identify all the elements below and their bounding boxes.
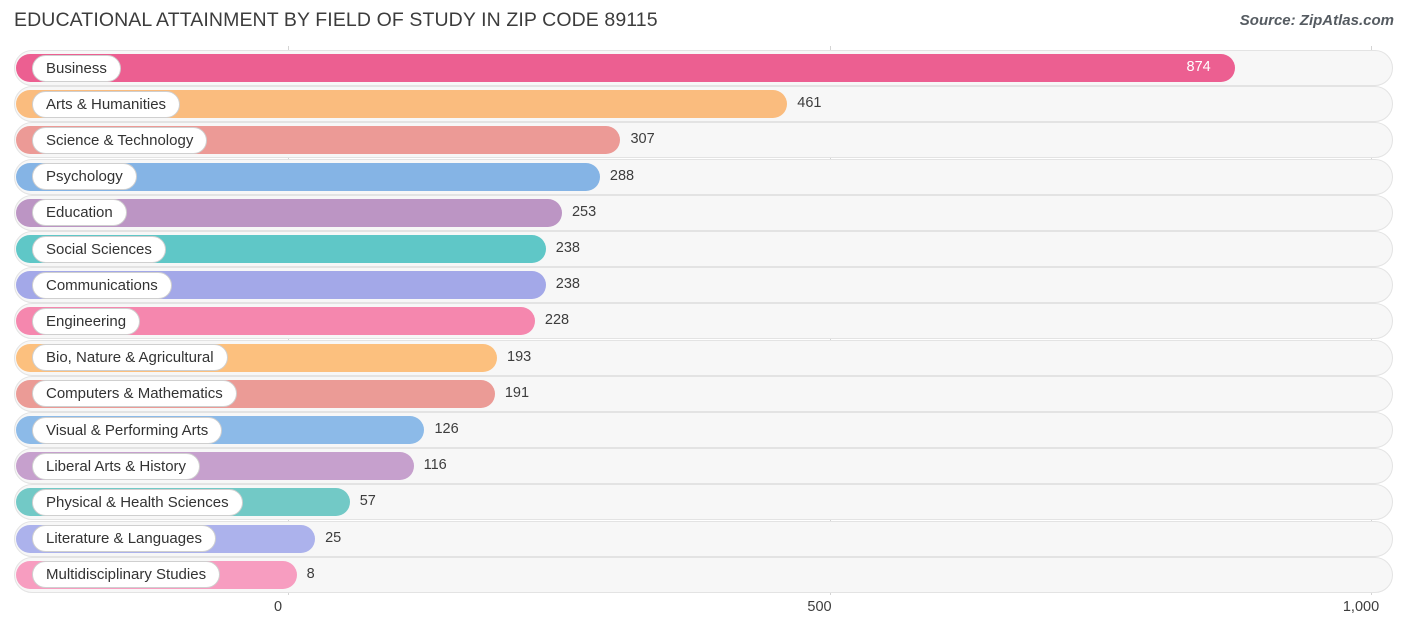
bar-row: Liberal Arts & History 116 xyxy=(0,448,1406,485)
category-label-pill: Business xyxy=(32,54,121,82)
value-bar xyxy=(16,54,1235,82)
category-label: Education xyxy=(46,204,113,222)
bar-row: Education 253 xyxy=(0,194,1406,231)
bar-value-label: 461 xyxy=(797,95,822,112)
bar-row: Literature & Languages 25 xyxy=(0,520,1406,557)
bar-row: Social Sciences 238 xyxy=(0,231,1406,267)
x-tick-label: 0 xyxy=(273,599,283,615)
category-label: Multidisciplinary Studies xyxy=(46,566,207,584)
category-label: Engineering xyxy=(46,312,127,330)
category-label: Bio, Nature & Agricultural xyxy=(46,349,214,367)
bar-rows: Business 874 Arts & Humanities 461 Science &… xyxy=(0,46,1406,595)
category-label-pill: Visual & Performing Arts xyxy=(32,416,223,444)
category-label-pill: Physical & Health Sciences xyxy=(32,488,243,516)
category-label: Computers & Mathematics xyxy=(46,385,223,403)
bar-value-label: 288 xyxy=(609,167,635,184)
category-label: Arts & Humanities xyxy=(46,95,167,113)
bar-row: Business 874 xyxy=(0,50,1406,86)
plot-area: Business 874 Arts & Humanities 461 Science &… xyxy=(0,46,1406,595)
bar-value-label: 238 xyxy=(555,276,580,293)
category-label-pill: Engineering xyxy=(32,307,141,335)
category-label: Communications xyxy=(46,276,158,294)
bar-value-label: 874 xyxy=(1186,59,1211,75)
bar-value-label: 307 xyxy=(630,131,655,148)
bar-value-label: 116 xyxy=(423,457,447,474)
bar-row: Psychology 288 xyxy=(0,158,1406,195)
bar-row: Computers & Mathematics 191 xyxy=(0,375,1406,412)
category-label: Science & Technology xyxy=(46,131,194,149)
bar-value-label: 228 xyxy=(544,312,570,329)
source-attribution: Source: ZipAtlas.com xyxy=(1239,12,1394,29)
bar-value-label: 8 xyxy=(306,565,315,582)
category-label-pill: Multidisciplinary Studies xyxy=(32,561,221,589)
bar-value-label: 253 xyxy=(571,203,597,220)
category-label-pill: Arts & Humanities xyxy=(32,90,181,118)
x-tick-label: 500 xyxy=(807,599,832,615)
category-label: Liberal Arts & History xyxy=(46,457,187,475)
category-label-pill: Education xyxy=(32,199,127,227)
category-label-pill: Computers & Mathematics xyxy=(32,380,237,408)
category-label-pill: Liberal Arts & History xyxy=(32,452,201,480)
category-label: Social Sciences xyxy=(46,240,152,258)
category-label: Physical & Health Sciences xyxy=(46,493,229,511)
category-label-pill: Psychology xyxy=(32,163,137,191)
bar-row: Communications 238 xyxy=(0,267,1406,304)
bar-row: Bio, Nature & Agricultural 193 xyxy=(0,339,1406,376)
category-label-pill: Literature & Languages xyxy=(32,525,216,553)
category-label: Psychology xyxy=(46,168,123,186)
bar-value-label: 126 xyxy=(434,421,459,437)
category-label-pill: Bio, Nature & Agricultural xyxy=(32,344,228,372)
bar-row: Engineering 228 xyxy=(0,303,1406,340)
bar-value-label: 25 xyxy=(325,529,342,546)
bar-row: Science & Technology 307 xyxy=(0,122,1406,159)
chart-header: EDUCATIONAL ATTAINMENT BY FIELD OF STUDY… xyxy=(0,0,1406,46)
bar-value-label: 193 xyxy=(507,348,532,365)
x-tick-label: 1,000 xyxy=(1342,599,1380,615)
category-label-pill: Communications xyxy=(32,271,172,299)
bar-row: Physical & Health Sciences 57 xyxy=(0,484,1406,521)
bar-value-label: 238 xyxy=(555,240,580,256)
bar-row: Arts & Humanities 461 xyxy=(0,86,1406,123)
x-axis: 0 500 1,000 xyxy=(0,595,1406,631)
category-label: Business xyxy=(46,59,107,77)
bar-row: Visual & Performing Arts 126 xyxy=(0,412,1406,448)
category-label: Visual & Performing Arts xyxy=(46,421,209,439)
bar-value-label: 57 xyxy=(359,493,376,510)
category-label: Literature & Languages xyxy=(46,530,202,548)
category-label-pill: Science & Technology xyxy=(32,126,208,154)
page-title: EDUCATIONAL ATTAINMENT BY FIELD OF STUDY… xyxy=(14,9,658,31)
bar-value-label: 191 xyxy=(504,384,530,401)
category-label-pill: Social Sciences xyxy=(32,235,166,263)
bar-row: Multidisciplinary Studies 8 xyxy=(0,556,1406,593)
